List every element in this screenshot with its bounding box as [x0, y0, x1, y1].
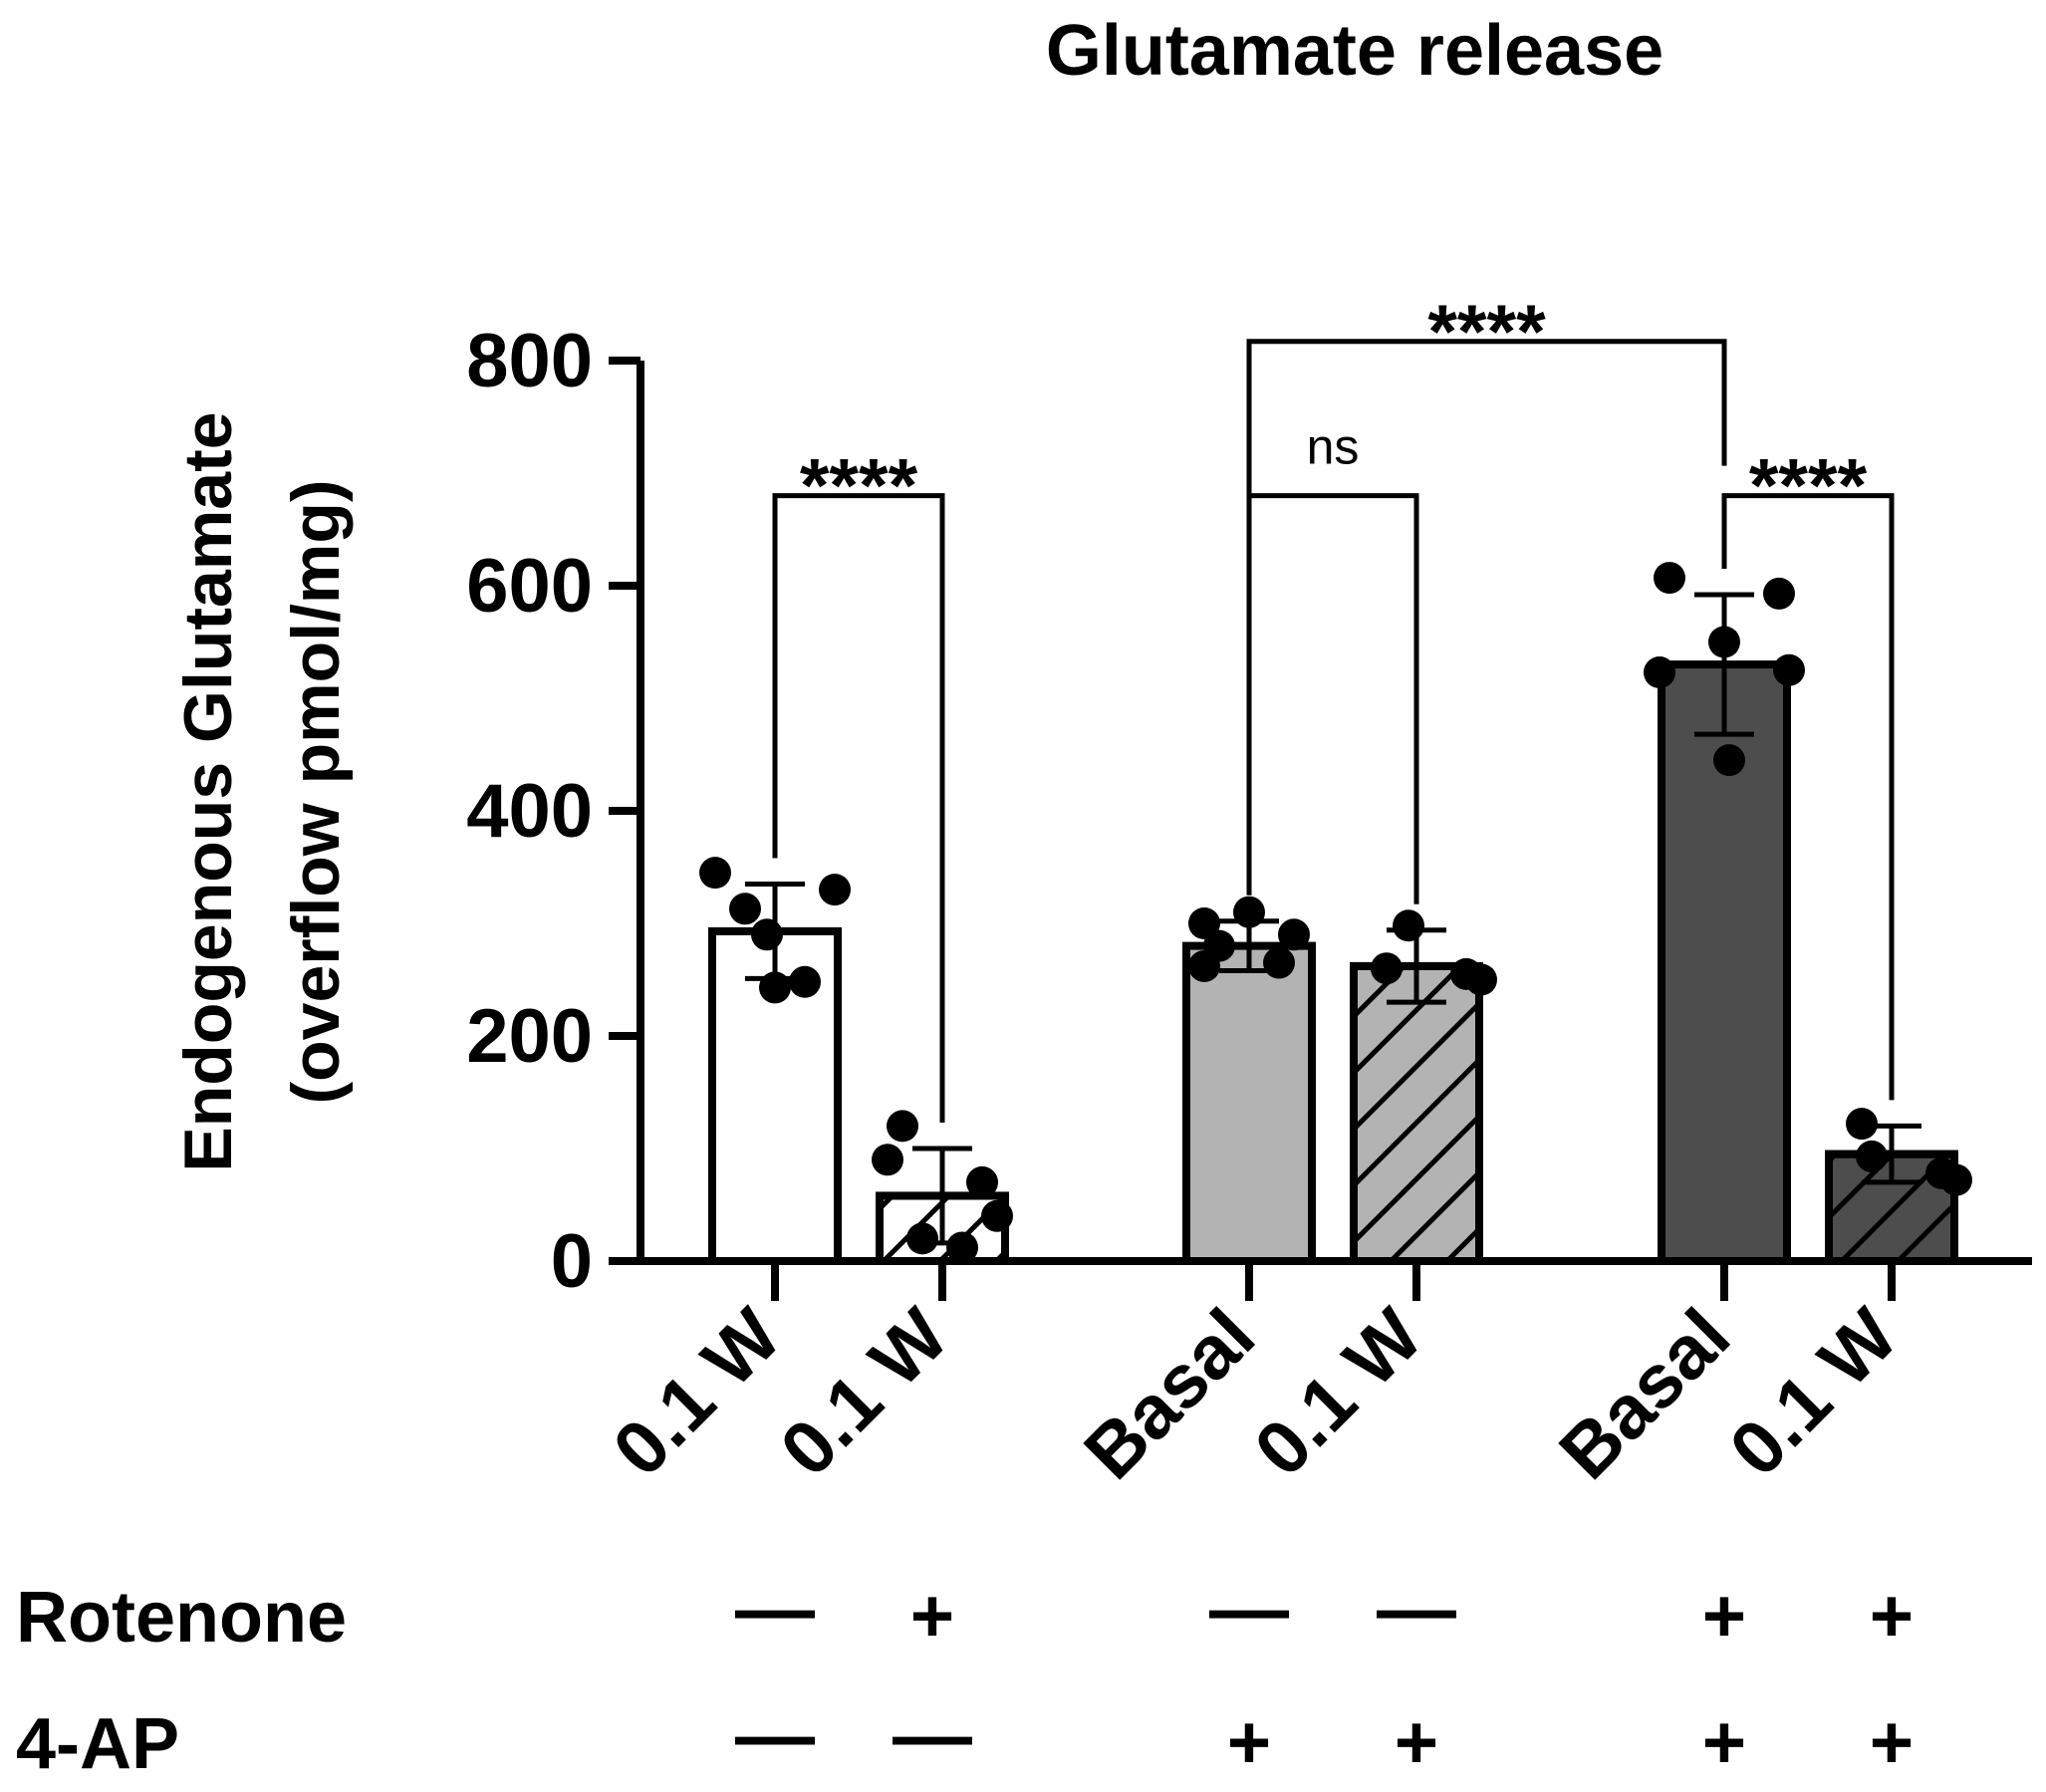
data-point: [981, 1199, 1013, 1232]
data-point: [751, 918, 783, 951]
data-point: [872, 1144, 903, 1176]
chart-title: Glutamate release: [1046, 11, 1663, 91]
x-tick-label: 0.1 W: [1239, 1293, 1439, 1493]
condition-value: +: [1870, 1574, 1914, 1659]
x-tick-label: Basal: [1069, 1293, 1272, 1496]
condition-value: +: [1870, 1700, 1914, 1785]
bar: [1182, 941, 1316, 1265]
data-points: [699, 562, 1972, 1264]
condition-value: +: [1227, 1700, 1271, 1785]
data-point: [1713, 744, 1745, 777]
data-point: [1371, 952, 1403, 985]
y-tick-label: 200: [466, 994, 593, 1079]
significance-label: ****: [1749, 444, 1868, 529]
condition-value: +: [1702, 1574, 1746, 1659]
data-point: [1708, 626, 1740, 658]
axes: 0 200 400 600 800: [466, 319, 2032, 1304]
x-tick-label: 0.1 W: [598, 1293, 798, 1493]
y-axis-label-units: (overflow pmol/mg): [278, 479, 354, 1104]
y-tick-label: 400: [466, 769, 593, 854]
condition-value: —: [735, 1690, 815, 1779]
y-tick-label: 600: [466, 544, 593, 629]
x-tick-label: Basal: [1544, 1293, 1747, 1496]
y-axis-label: Endogenous Glutamate: [170, 411, 246, 1171]
x-tick-label: 0.1 W: [765, 1293, 965, 1493]
significance-label: ****: [1427, 290, 1546, 375]
data-point: [789, 965, 821, 998]
bar-hatch: [1350, 961, 1483, 1265]
data-point: [729, 893, 761, 925]
significance-label: ****: [800, 444, 918, 529]
data-point: [759, 971, 791, 1004]
condition-table: Rotenone — + — — + +4-AP — — + + + +: [16, 1564, 1914, 1785]
condition-name: 4-AP: [16, 1704, 179, 1784]
y-tick-label: 800: [466, 319, 593, 403]
data-point: [1846, 1108, 1878, 1141]
data-point: [1644, 656, 1675, 689]
significance-label: ns: [1307, 419, 1360, 475]
bars: [708, 660, 1958, 1266]
significance-bracket: [772, 493, 945, 1123]
significance-bracket: [1721, 493, 1895, 1101]
condition-value: +: [1395, 1700, 1438, 1785]
data-point: [1773, 653, 1805, 686]
condition-name: Rotenone: [16, 1578, 347, 1658]
condition-value: +: [1702, 1700, 1746, 1785]
significance-bracket: [1246, 493, 1419, 904]
condition-value: —: [735, 1564, 815, 1653]
data-point: [1856, 1140, 1888, 1172]
data-point: [1763, 577, 1795, 610]
data-point: [1940, 1163, 1972, 1196]
data-point: [1233, 896, 1265, 928]
data-point: [1188, 949, 1220, 982]
data-point: [946, 1231, 978, 1264]
data-point: [1393, 909, 1424, 942]
data-point: [887, 1110, 918, 1143]
condition-value: —: [1377, 1564, 1456, 1653]
data-point: [966, 1165, 998, 1198]
data-point: [699, 857, 731, 890]
x-tick-label: 0.1 W: [1714, 1293, 1915, 1493]
condition-value: —: [1209, 1564, 1289, 1653]
significance-brackets: **** ns **** ****: [772, 290, 1895, 1123]
data-point: [906, 1222, 938, 1255]
data-point: [1465, 963, 1497, 996]
data-point: [1278, 918, 1310, 951]
data-point: [1654, 562, 1685, 595]
data-point: [819, 874, 851, 906]
significance-bracket: [1246, 339, 1727, 496]
data-point: [1188, 907, 1220, 939]
data-point: [1263, 946, 1295, 979]
condition-value: +: [910, 1574, 954, 1659]
y-tick-label: 0: [551, 1219, 593, 1304]
condition-value: —: [893, 1690, 972, 1779]
